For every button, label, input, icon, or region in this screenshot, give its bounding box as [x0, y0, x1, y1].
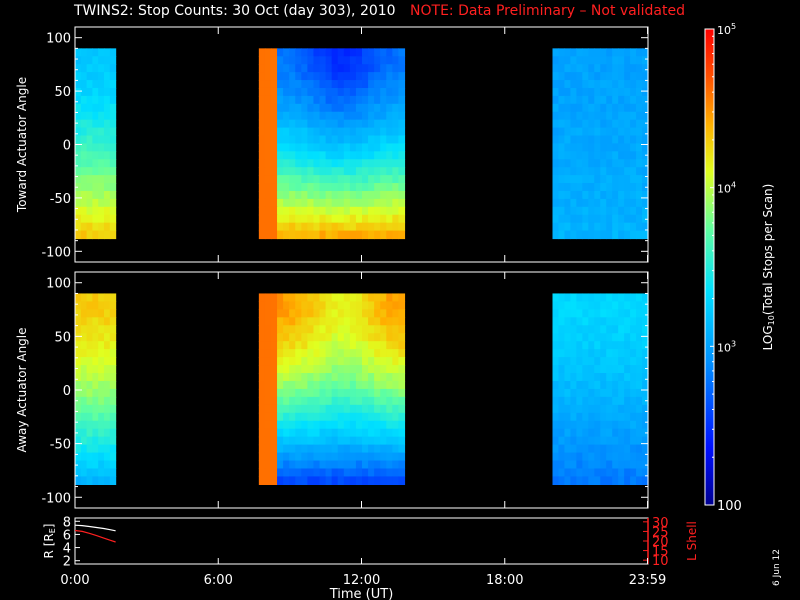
series-line-r [74, 524, 116, 532]
y-tick-label: 100 [46, 277, 71, 292]
series-line-lshell [74, 529, 116, 543]
x-axis-title: Time (UT) [329, 587, 394, 600]
y-tick-label: 2 [63, 555, 71, 570]
colorbar-tick-label: 104 [717, 181, 736, 196]
y-right-tick-label: 15 [652, 545, 669, 560]
y-right-title: L Shell [685, 521, 699, 561]
y-tick-label: 4 [63, 542, 71, 557]
y-right-tick-label: 30 [652, 516, 669, 531]
title-main: TWINS2: Stop Counts: 30 Oct (day 303), 2… [74, 3, 396, 19]
y-tick-label: 50 [54, 330, 71, 345]
data-block [552, 48, 649, 240]
y-tick-label: -50 [50, 438, 71, 453]
colorbar-tick-label: 103 [717, 339, 736, 354]
x-tick-label: 6:00 [204, 573, 233, 588]
y-tick-label: -100 [41, 245, 71, 260]
orbit-frame [74, 517, 649, 565]
data-block [75, 48, 117, 240]
panel-away: 100 50 0 -50 -100 Away Actuator Angle [15, 271, 649, 509]
y-tick-label: 0 [63, 139, 71, 154]
x-tick-label: 23:59 [629, 573, 666, 588]
y-left-title: R [RE] [42, 524, 57, 559]
y-tick-label: 50 [54, 85, 71, 100]
y-axis-title: Away Actuator Angle [15, 327, 29, 452]
y-axis-title: Toward Actuator Angle [15, 77, 29, 213]
data-block [552, 293, 649, 485]
data-block [258, 48, 406, 240]
data-block [75, 293, 117, 485]
y-tick-label: 8 [63, 515, 71, 530]
y-right-tick-label: 10 [652, 554, 669, 569]
date-stamp: 6 Jun 12 [772, 549, 782, 586]
x-tick-label: 18:00 [486, 573, 523, 588]
x-tick-label: 12:00 [343, 573, 380, 588]
y-tick-label: 0 [63, 384, 71, 399]
y-right-tick-label: 25 [652, 525, 669, 540]
y-tick-label: 6 [63, 528, 71, 543]
y-tick-label: -100 [41, 491, 71, 506]
x-tick-label: 0:00 [60, 573, 89, 588]
title-note: NOTE: Data Preliminary – Not validated [410, 3, 685, 19]
chart-title: TWINS2: Stop Counts: 30 Oct (day 303), 2… [74, 3, 685, 19]
y-tick-label: 100 [46, 32, 71, 47]
colorbar-title: LOG10(Total Stops per Scan) [761, 184, 776, 351]
colorbar-gradient [704, 28, 715, 506]
panel-toward: 100 50 0 -50 -100 Toward Actuator Angle [15, 26, 649, 263]
data-block [258, 293, 406, 485]
colorbar-tick-label: 105 [717, 22, 736, 37]
y-tick-label: -50 [50, 192, 71, 207]
y-right-tick-label: 20 [652, 535, 669, 550]
colorbar-tick-label: 100 [717, 499, 742, 514]
colorbar: 105 104 103 100 LOG10(Total Stops per Scan) [704, 22, 776, 514]
